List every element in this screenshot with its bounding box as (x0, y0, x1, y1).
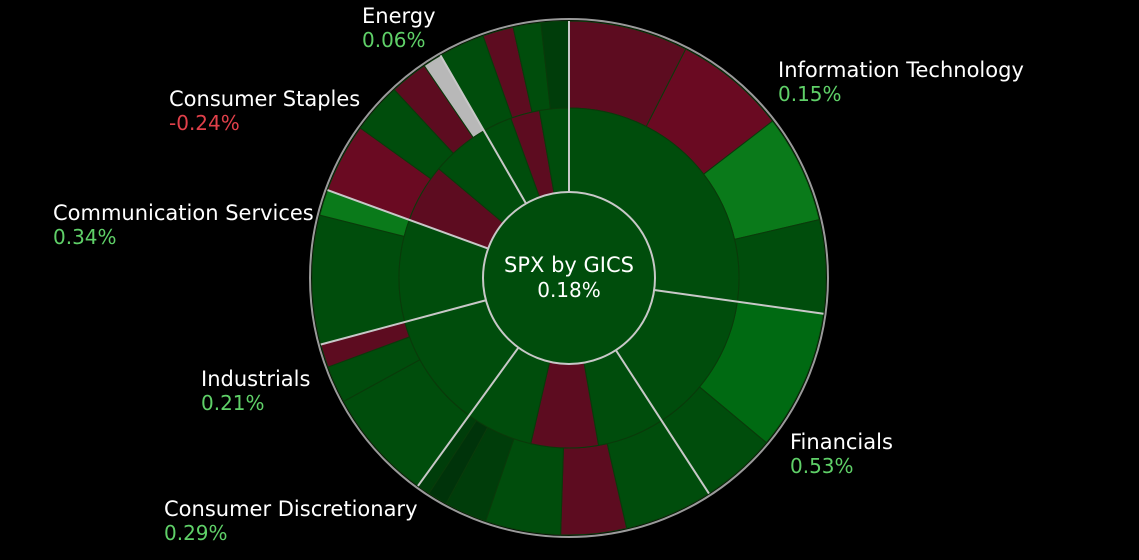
sector-divider-consumer-discretionary (615, 349, 710, 495)
center-change: 0.18% (537, 278, 601, 302)
chart-outer-border (309, 18, 829, 538)
sector-change-information-technology: 0.15% (778, 82, 842, 106)
sector-name-communication-services: Communication Services (53, 201, 314, 225)
sector-change-financials: 0.53% (790, 454, 854, 478)
sector-name-consumer-staples: Consumer Staples (169, 87, 361, 111)
sector-change-communication-services: 0.34% (53, 225, 117, 249)
sector-name-financials: Financials (790, 430, 893, 454)
label-energy: Energy 0.06% (362, 4, 436, 52)
sector-change-consumer-discretionary: 0.29% (164, 521, 228, 545)
sector-divider-communication-services (320, 299, 487, 346)
label-information-technology: Information Technology 0.15% (778, 58, 1024, 106)
center-disk (482, 191, 656, 365)
center-title: SPX by GICS (504, 253, 634, 277)
sector-divider-industrials (417, 346, 520, 487)
label-financials: Financials 0.53% (790, 430, 893, 478)
label-industrials: Industrials 0.21% (201, 367, 310, 415)
label-communication-services: Communication Services 0.34% (53, 201, 314, 249)
label-consumer-discretionary: Consumer Discretionary 0.29% (164, 497, 418, 545)
sector-change-consumer-staples: -0.24% (169, 111, 240, 135)
sector-change-energy: 0.06% (362, 28, 426, 52)
sector-ring (320, 21, 824, 495)
sector-name-energy: Energy (362, 4, 436, 28)
sector-name-information-technology: Information Technology (778, 58, 1024, 82)
sector-divider-financials (654, 288, 824, 315)
sub-industry-ring (311, 20, 827, 536)
sector-name-consumer-discretionary: Consumer Discretionary (164, 497, 418, 521)
sector-divider-energy (439, 54, 527, 205)
sector-divider-consumer-staples (327, 189, 489, 250)
label-consumer-staples: Consumer Staples -0.24% (169, 87, 360, 135)
sector-name-industrials: Industrials (201, 367, 311, 391)
sector-change-industrials: 0.21% (201, 391, 265, 415)
